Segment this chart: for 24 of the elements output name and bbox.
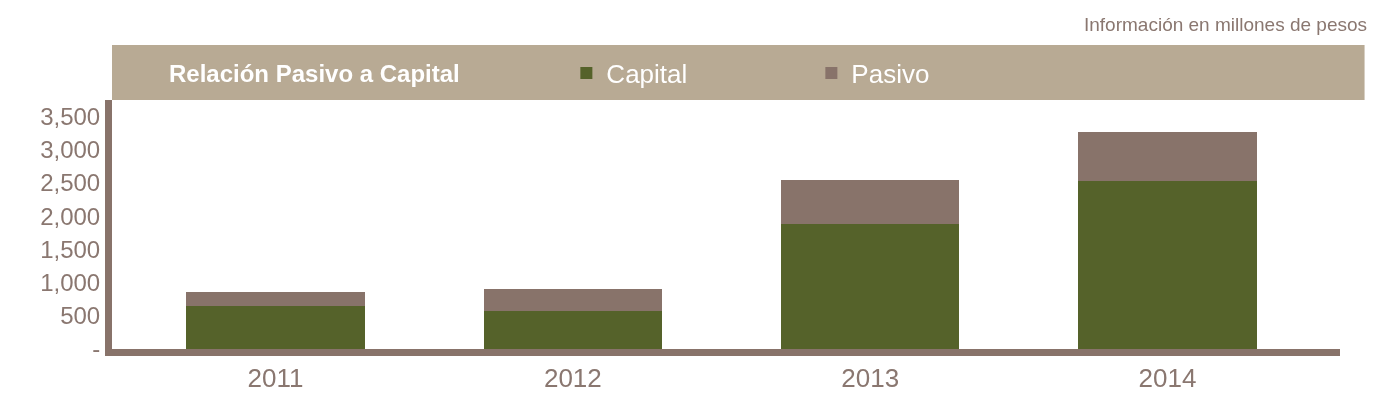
bar <box>1078 131 1257 182</box>
y-tick-label: 1,000 <box>40 269 101 296</box>
y-tick-label: 2,000 <box>40 202 101 230</box>
bar <box>781 180 960 225</box>
x-tick-label: 2014 <box>1138 363 1197 394</box>
y-tick-label: 2,500 <box>40 169 101 197</box>
y-tick-label: 500 <box>60 302 101 330</box>
bar <box>483 311 663 349</box>
bar <box>186 291 365 306</box>
x-tick-label: 2012 <box>543 363 602 394</box>
y-tick-label: - <box>92 335 101 363</box>
y-tick-label: 3,500 <box>40 103 101 130</box>
chart-subtitle: Información en millones de pesos <box>1084 14 1368 35</box>
bar <box>1078 181 1257 349</box>
bar <box>483 289 663 312</box>
bar <box>781 224 960 349</box>
y-tick-label: 3,000 <box>40 136 101 164</box>
chart-title: Relación Pasivo a Capital <box>169 60 460 87</box>
bar <box>186 305 365 349</box>
x-tick-label: 2011 <box>247 363 304 394</box>
y-tick-label: 1,500 <box>40 235 101 263</box>
legend-label: Capital <box>606 59 688 90</box>
x-tick-label: 2013 <box>841 363 900 394</box>
legend-label: Pasivo <box>851 59 930 90</box>
